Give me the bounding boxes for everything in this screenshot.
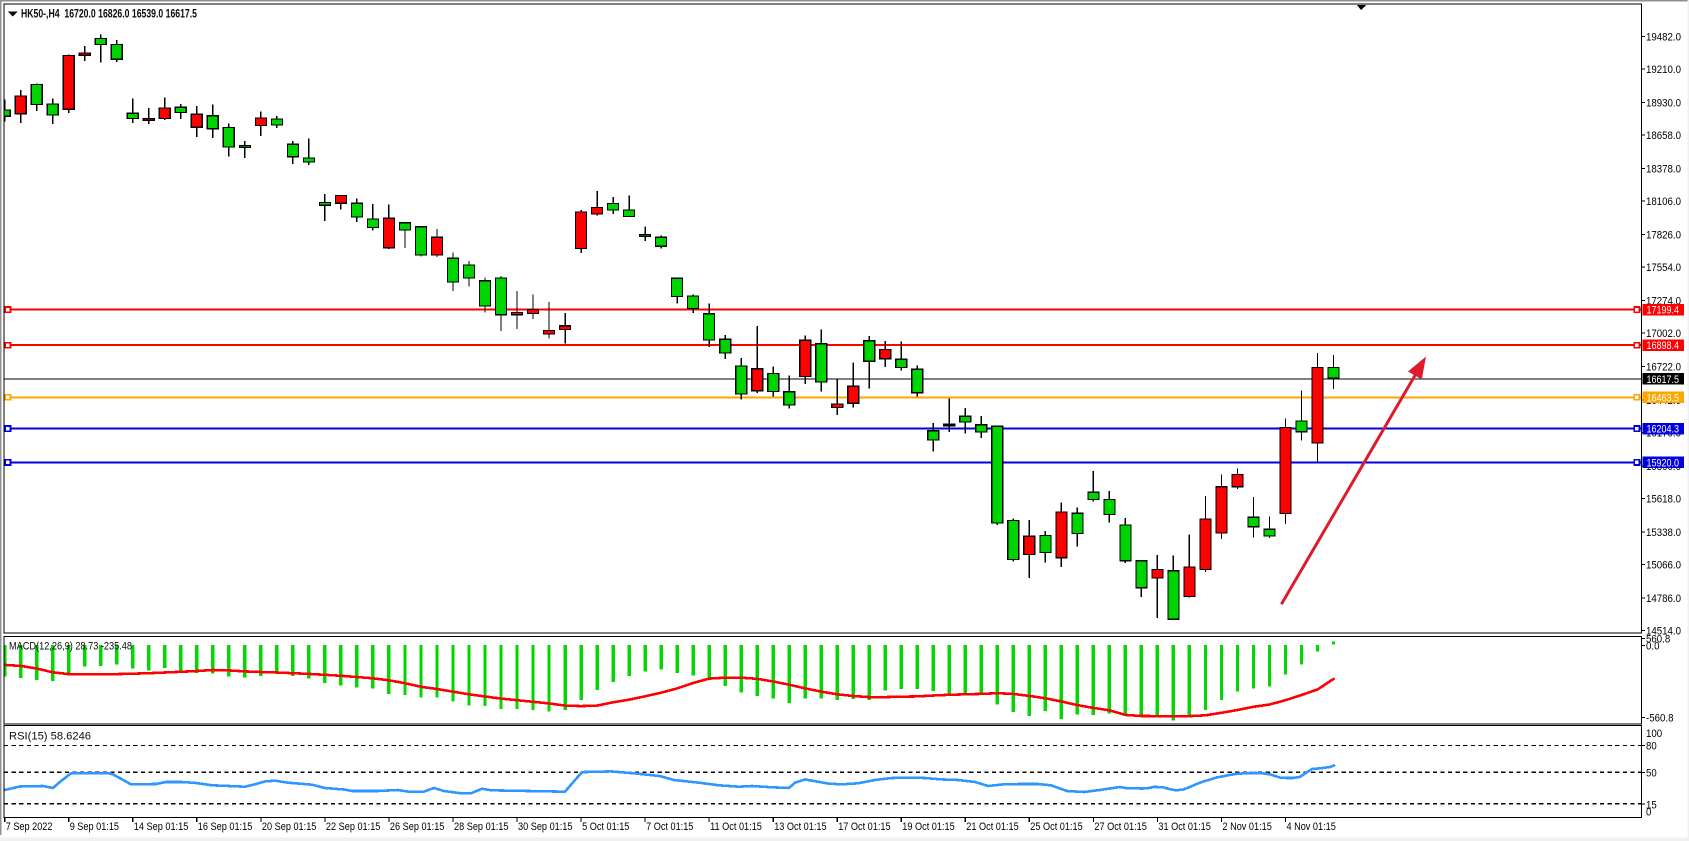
svg-text:15618.0: 15618.0 xyxy=(1646,494,1681,506)
svg-text:14 Sep 01:15: 14 Sep 01:15 xyxy=(134,821,189,833)
svg-text:18930.0: 18930.0 xyxy=(1646,98,1681,110)
svg-text:11 Oct 01:15: 11 Oct 01:15 xyxy=(710,821,762,833)
svg-text:5 Oct 01:15: 5 Oct 01:15 xyxy=(582,821,629,833)
svg-text:0.0: 0.0 xyxy=(1646,640,1660,652)
svg-text:19210.0: 19210.0 xyxy=(1646,64,1681,76)
svg-text:16204.3: 16204.3 xyxy=(1647,424,1680,436)
svg-text:25 Oct 01:15: 25 Oct 01:15 xyxy=(1030,821,1082,833)
svg-text:18658.0: 18658.0 xyxy=(1646,130,1681,142)
svg-text:26 Sep 01:15: 26 Sep 01:15 xyxy=(390,821,445,833)
svg-text:7 Sep 2022: 7 Sep 2022 xyxy=(6,821,53,833)
svg-text:17554.0: 17554.0 xyxy=(1646,262,1681,274)
svg-text:17199.4: 17199.4 xyxy=(1647,305,1680,317)
svg-text:16 Sep 01:15: 16 Sep 01:15 xyxy=(198,821,253,833)
svg-text:21 Oct 01:15: 21 Oct 01:15 xyxy=(966,821,1018,833)
svg-text:MACD(12,26,9) 28.73 -235.48: MACD(12,26,9) 28.73 -235.48 xyxy=(9,641,132,653)
svg-text:15920.0: 15920.0 xyxy=(1647,457,1680,469)
svg-text:15: 15 xyxy=(1646,799,1657,811)
svg-text:HK50-,H4 16720.0 16826.0 1653: HK50-,H4 16720.0 16826.0 16539.0 16617.5 xyxy=(21,9,197,21)
svg-text:28 Sep 01:15: 28 Sep 01:15 xyxy=(454,821,509,833)
svg-text:16617.5: 16617.5 xyxy=(1647,374,1680,386)
svg-text:19 Oct 01:15: 19 Oct 01:15 xyxy=(902,821,954,833)
svg-text:RSI(15) 58.6246: RSI(15) 58.6246 xyxy=(9,731,91,743)
svg-text:14514.0: 14514.0 xyxy=(1646,625,1681,637)
svg-text:22 Sep 01:15: 22 Sep 01:15 xyxy=(326,821,381,833)
svg-text:31 Oct 01:15: 31 Oct 01:15 xyxy=(1158,821,1210,833)
svg-text:100: 100 xyxy=(1646,728,1662,740)
svg-text:0: 0 xyxy=(1646,807,1651,819)
svg-text:18106.0: 18106.0 xyxy=(1646,196,1681,208)
svg-text:50: 50 xyxy=(1646,767,1657,779)
svg-text:15066.0: 15066.0 xyxy=(1646,560,1681,572)
svg-text:30 Sep 01:15: 30 Sep 01:15 xyxy=(518,821,573,833)
svg-text:17 Oct 01:15: 17 Oct 01:15 xyxy=(838,821,890,833)
svg-text:9 Sep 01:15: 9 Sep 01:15 xyxy=(70,821,119,833)
svg-text:80: 80 xyxy=(1646,741,1657,753)
svg-text:17826.0: 17826.0 xyxy=(1646,230,1681,242)
svg-text:17002.0: 17002.0 xyxy=(1646,328,1681,340)
svg-text:19482.0: 19482.0 xyxy=(1646,32,1681,44)
svg-text:13 Oct 01:15: 13 Oct 01:15 xyxy=(774,821,826,833)
svg-text:2 Nov 01:15: 2 Nov 01:15 xyxy=(1223,821,1272,833)
svg-text:27 Oct 01:15: 27 Oct 01:15 xyxy=(1094,821,1146,833)
svg-text:14786.0: 14786.0 xyxy=(1646,593,1681,605)
svg-text:18378.0: 18378.0 xyxy=(1646,164,1681,176)
svg-text:7 Oct 01:15: 7 Oct 01:15 xyxy=(646,821,693,833)
svg-text:16463.5: 16463.5 xyxy=(1647,392,1680,404)
svg-text:560.8: 560.8 xyxy=(1646,634,1670,646)
svg-text:15338.0: 15338.0 xyxy=(1646,527,1681,539)
svg-text:16722.0: 16722.0 xyxy=(1646,362,1681,374)
svg-text:16898.4: 16898.4 xyxy=(1647,340,1680,352)
svg-text:20 Sep 01:15: 20 Sep 01:15 xyxy=(262,821,317,833)
svg-text:4 Nov 01:15: 4 Nov 01:15 xyxy=(1287,821,1336,833)
svg-text:-560.8: -560.8 xyxy=(1646,713,1674,725)
